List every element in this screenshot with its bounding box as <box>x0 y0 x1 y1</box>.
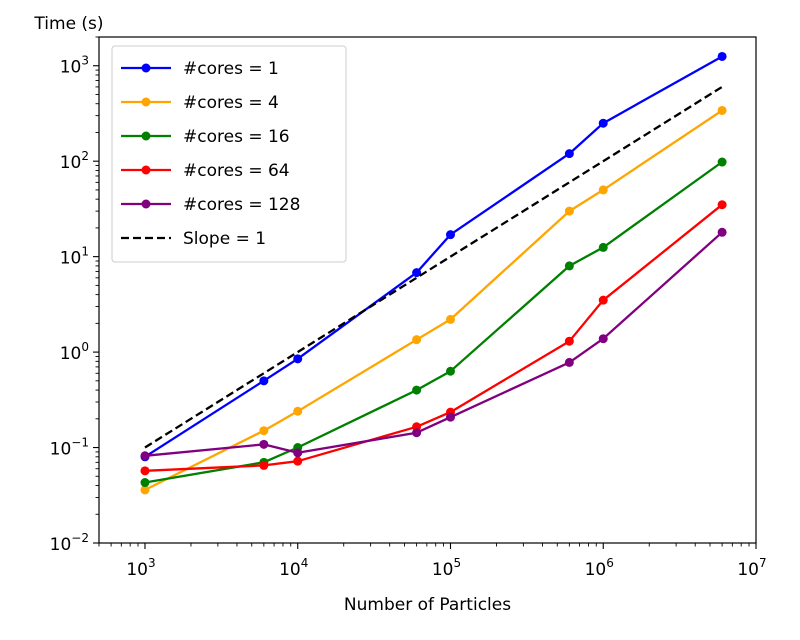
legend-label: #cores = 1 <box>183 59 279 79</box>
x-tick-label: 103 <box>126 556 155 580</box>
y-tick-label: 10−1 <box>50 436 89 460</box>
data-point <box>717 200 727 210</box>
legend-item: Slope = 1 <box>121 229 266 249</box>
legend-marker <box>141 97 151 107</box>
legend-marker <box>141 165 151 175</box>
legend-box <box>111 45 347 263</box>
legend-item: #cores = 4 <box>121 93 279 113</box>
legend: #cores = 1 #cores = 4 #cores = 16 #cores = … <box>111 45 347 263</box>
data-point <box>140 451 150 461</box>
data-point <box>445 412 455 422</box>
data-point <box>140 485 150 495</box>
y-tick-label: 102 <box>60 149 89 173</box>
x-axis-label: Number of Particles <box>344 595 511 615</box>
series-1 <box>140 51 727 462</box>
series-2 <box>140 105 727 495</box>
data-point <box>564 336 574 346</box>
data-point <box>259 439 269 449</box>
data-point <box>564 206 574 216</box>
data-point <box>259 460 269 470</box>
data-point <box>717 105 727 115</box>
series-6 <box>144 85 723 449</box>
legend-item: #cores = 128 <box>121 195 300 215</box>
legend-marker <box>141 199 151 209</box>
series-line <box>144 55 723 458</box>
data-point <box>412 385 422 395</box>
legend-label: #cores = 4 <box>183 93 279 113</box>
data-point <box>293 456 303 466</box>
series-line <box>144 109 723 491</box>
data-point <box>564 149 574 159</box>
legend-label: #cores = 16 <box>183 127 290 147</box>
plot-frame <box>98 36 757 544</box>
y-tick-label: 103 <box>60 54 89 78</box>
data-point <box>598 334 608 344</box>
series-line <box>144 231 723 457</box>
data-point <box>293 406 303 416</box>
data-point <box>598 242 608 252</box>
data-point <box>564 357 574 367</box>
series-layer <box>140 51 727 495</box>
legend-label: #cores = 64 <box>183 161 290 181</box>
y-tick-label: 100 <box>60 340 89 364</box>
legend-marker <box>141 63 151 73</box>
x-axis: 103 104 105 106 107 <box>98 543 767 580</box>
x-tick-label: 106 <box>585 556 614 580</box>
series-5 <box>140 227 727 461</box>
data-point <box>412 428 422 438</box>
data-point <box>445 314 455 324</box>
y-axis-label: Time (s) <box>33 14 103 34</box>
series-line <box>144 203 723 472</box>
legend-label: #cores = 128 <box>183 195 300 215</box>
data-point <box>293 354 303 364</box>
data-point <box>445 366 455 376</box>
legend-item: #cores = 16 <box>121 127 290 147</box>
data-point <box>598 185 608 195</box>
data-point <box>259 376 269 386</box>
x-tick-label: 104 <box>279 556 308 580</box>
data-point <box>717 51 727 61</box>
x-tick-label: 105 <box>432 556 461 580</box>
legend-marker <box>141 131 151 141</box>
data-point <box>140 466 150 476</box>
data-point <box>412 335 422 345</box>
data-point <box>140 478 150 488</box>
y-tick-label: 10−2 <box>50 531 89 555</box>
data-point <box>564 261 574 271</box>
series-line <box>144 85 723 449</box>
data-point <box>293 448 303 458</box>
legend-label: Slope = 1 <box>183 229 266 249</box>
data-point <box>598 295 608 305</box>
data-point <box>445 230 455 240</box>
data-point <box>412 268 422 278</box>
y-tick-label: 101 <box>60 245 89 269</box>
x-tick-label: 107 <box>737 556 766 580</box>
data-point <box>717 157 727 167</box>
series-line <box>144 161 723 484</box>
legend-item: #cores = 64 <box>121 161 290 181</box>
data-point <box>259 426 269 436</box>
legend-item: #cores = 1 <box>121 59 279 79</box>
data-point <box>717 227 727 237</box>
y-axis: 10−2 10−1 100 101 102 103 <box>50 36 99 555</box>
data-point <box>598 118 608 128</box>
